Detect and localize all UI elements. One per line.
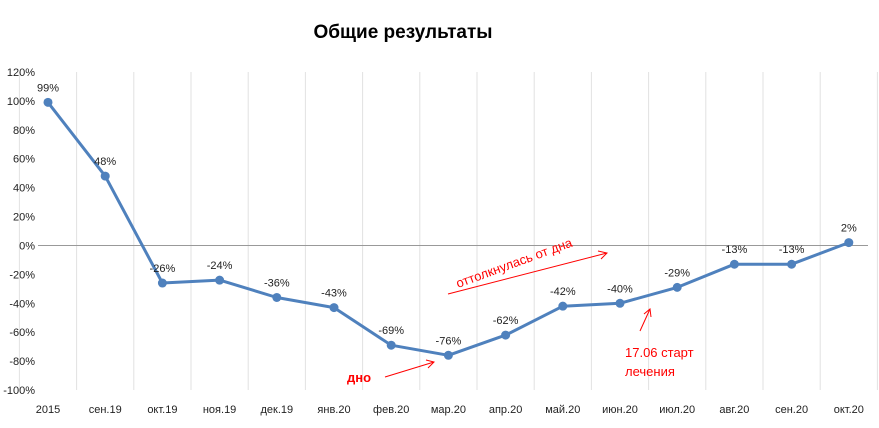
series-line xyxy=(46,101,850,357)
x-tick-label: ноя.19 xyxy=(203,404,236,416)
data-label: -69% xyxy=(378,325,404,337)
data-point xyxy=(272,292,282,302)
data-point xyxy=(844,238,854,248)
data-label: -13% xyxy=(722,244,748,256)
x-tick-label: фев.20 xyxy=(373,404,409,416)
x-tick-label: май.20 xyxy=(545,404,580,416)
x-tick-label: дек.19 xyxy=(260,404,293,416)
data-label: -43% xyxy=(321,288,347,300)
annotation-rebound: оттолкнулась от дна xyxy=(454,235,575,291)
data-point xyxy=(729,259,739,269)
y-tick-label: -100% xyxy=(3,385,35,397)
x-tick-label: сен.20 xyxy=(775,404,808,416)
data-label: 99% xyxy=(37,82,59,94)
data-label: -62% xyxy=(493,315,519,327)
data-label: -40% xyxy=(607,283,633,295)
annotation-bottom: дно xyxy=(347,370,371,385)
data-point xyxy=(157,278,167,288)
x-tick-label: авг.20 xyxy=(719,404,749,416)
x-tick-label: июл.20 xyxy=(659,404,695,416)
data-point xyxy=(443,350,453,360)
data-label: -29% xyxy=(664,267,690,279)
x-tick-label: апр.20 xyxy=(489,404,522,416)
data-label: -36% xyxy=(264,277,290,289)
y-tick-label: 60% xyxy=(13,154,35,166)
y-tick-label: -20% xyxy=(9,269,35,281)
x-axis: 2015 сен.19 окт.19 ноя.19 дек.19 янв.20 фев.20… xyxy=(36,404,864,416)
y-axis: 120% 100% 80% 60% 40% 20% 0% -20% -40% -60% -80% -1… xyxy=(3,67,35,397)
y-tick-label: 80% xyxy=(13,125,35,137)
data-labels: 99% 48% -26% -24% -36% -43% -69% -76% -62% -42% -4… xyxy=(37,82,857,347)
data-point xyxy=(672,282,682,292)
grid xyxy=(18,72,878,390)
x-tick-label: янв.20 xyxy=(317,404,350,416)
x-tick-label: сен.19 xyxy=(89,404,122,416)
data-point xyxy=(43,97,53,107)
y-tick-label: -80% xyxy=(9,356,35,368)
data-label: -76% xyxy=(436,335,462,347)
x-tick-label: 2015 xyxy=(36,404,60,416)
data-point xyxy=(615,298,625,308)
annotation-rebound-arrow xyxy=(447,250,608,295)
data-point xyxy=(329,303,339,313)
annotation-treatment-arrow xyxy=(639,308,652,332)
annotation-treatment-line1: 17.06 старт xyxy=(625,345,694,360)
annotation-treatment-line2: лечения xyxy=(625,364,675,379)
data-points xyxy=(43,97,854,360)
y-tick-label: 0% xyxy=(19,240,35,252)
data-point xyxy=(501,330,511,340)
data-label: -13% xyxy=(779,244,805,256)
data-point xyxy=(558,301,568,311)
y-tick-label: -40% xyxy=(9,298,35,310)
annotation-bottom-arrow xyxy=(384,359,435,378)
data-label: -42% xyxy=(550,286,576,298)
y-tick-label: 20% xyxy=(13,212,35,224)
y-tick-label: -60% xyxy=(9,327,35,339)
x-tick-label: окт.20 xyxy=(834,404,864,416)
data-label: 2% xyxy=(841,223,857,235)
data-label: -24% xyxy=(207,260,233,272)
x-tick-label: мар.20 xyxy=(431,404,466,416)
chart-title: Общие результаты xyxy=(313,22,492,43)
data-point xyxy=(787,259,797,269)
y-tick-label: 40% xyxy=(13,183,35,195)
x-tick-label: июн.20 xyxy=(602,404,638,416)
data-label: 48% xyxy=(94,156,116,168)
x-tick-label: окт.19 xyxy=(147,404,177,416)
y-tick-label: 120% xyxy=(7,67,35,79)
data-label: -26% xyxy=(150,263,176,275)
data-point xyxy=(215,275,225,285)
data-point xyxy=(386,340,396,350)
y-tick-label: 100% xyxy=(7,96,35,108)
data-point xyxy=(100,171,110,181)
